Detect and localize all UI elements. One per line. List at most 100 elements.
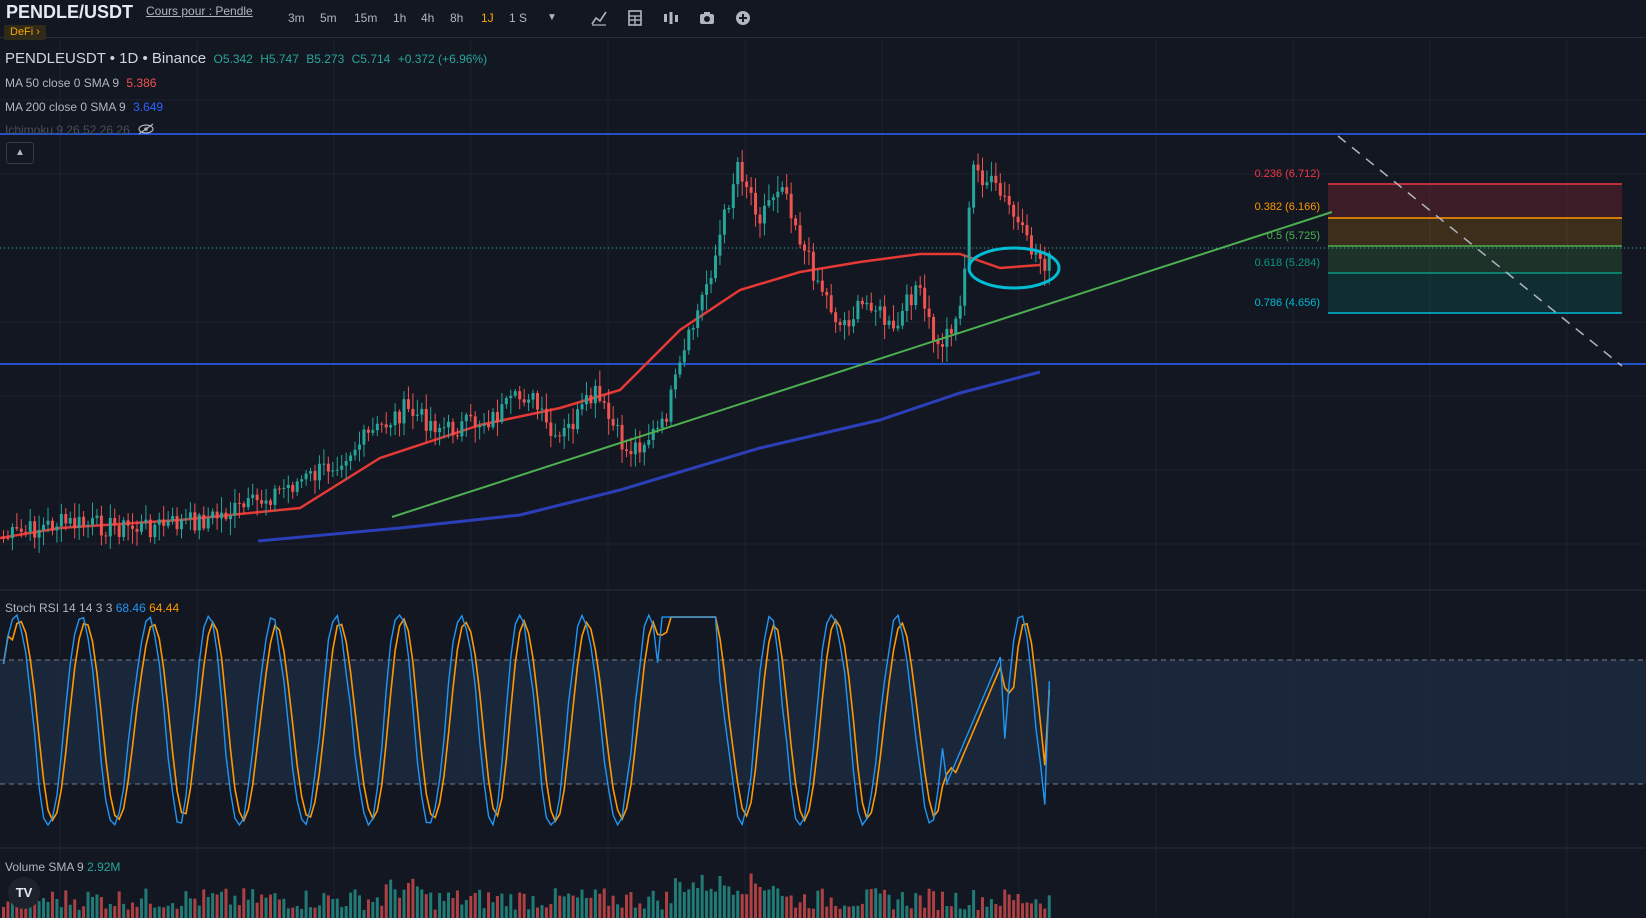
volume-bar [611,895,615,918]
volume-legend[interactable]: Volume SMA 9 2.92M [5,860,120,874]
plus-circle-icon[interactable] [734,9,752,27]
volume-bar [335,898,339,918]
category-badge[interactable]: DeFi › [4,25,46,40]
chevron-down-icon[interactable]: ▼ [547,12,557,23]
candle [589,395,593,404]
candle [402,399,406,424]
volume-bar [727,886,731,918]
candle [923,287,927,309]
fib-label: 0.236 (6.712) [1254,168,1320,180]
indicators-icon[interactable] [590,9,608,27]
stoch-d-line [2,616,1051,823]
timeframe-1h[interactable]: 1h [393,11,407,25]
volume-bar [825,906,829,918]
fib-zone [1328,246,1622,273]
candle [144,519,148,523]
volume-bar [429,892,433,918]
tradingview-logo-icon[interactable]: TV [8,877,40,909]
volume-bar [981,897,984,918]
volume-bar [322,893,326,918]
timeframe-8h[interactable]: 8h [450,11,464,25]
candle [335,469,339,471]
candle [749,187,753,193]
volume-bar [878,893,882,918]
volume-bar [1043,908,1047,918]
volume-bar [424,894,428,918]
volume-bar [380,905,384,918]
candle [304,473,308,480]
ma200-legend[interactable]: MA 200 close 0 SMA 9 3.649 [5,100,167,114]
candle [6,537,10,539]
symbol-title[interactable]: PENDLE/USDT [6,2,134,22]
volume-bar [1025,902,1029,918]
legend-high: H5.747 [260,52,299,66]
candle [540,408,544,410]
candle [794,218,798,226]
candle [785,187,789,194]
candle [762,205,766,224]
candle [811,251,815,281]
candle [19,528,23,532]
volume-bars [2,873,1051,918]
timeframe-4h[interactable]: 4h [421,11,435,25]
volume-bar [892,909,895,918]
candle [300,479,304,482]
stoch-legend[interactable]: Stoch RSI 14 14 3 3 68.46 64.44 [5,601,179,615]
candle [989,175,993,183]
eye-off-icon[interactable] [137,123,155,138]
timeframe-1s[interactable]: 1 S [509,11,528,25]
volume-bar [958,908,962,918]
volume-bar [451,897,455,918]
candle [393,411,397,426]
candle [981,170,984,186]
volume-bar [358,895,361,918]
candle [544,408,548,423]
replay-icon[interactable] [662,9,680,27]
chart-grid [0,40,1646,918]
volume-bar [803,894,806,918]
ichimoku-label: Ichimoku 9 26 52 26 26 [5,123,130,137]
candle [500,404,504,423]
candle [398,411,402,424]
volume-bar [233,895,237,918]
volume-bar [638,903,642,918]
volume-bar [55,898,59,918]
source-link[interactable]: Cours pour : Pendle [146,4,253,18]
ichimoku-legend[interactable]: Ichimoku 9 26 52 26 26 [5,123,159,138]
candle [202,514,206,529]
candle [344,461,348,466]
volume-bar [527,909,531,918]
volume-bar [998,905,1002,918]
top-toolbar: PENDLE/USDT Cours pour : Pendle 3m 5m 15… [0,0,1646,38]
candle [527,399,531,403]
candle [317,463,321,481]
ma200-label: MA 200 close 0 SMA 9 [5,100,126,114]
timeframe-15m[interactable]: 15m [354,11,378,25]
volume-bar [625,894,628,918]
volume-bar [95,894,99,918]
candle [504,398,508,405]
timeframe-1j[interactable]: 1J [481,11,494,25]
candle [963,268,967,306]
templates-icon[interactable] [626,9,644,27]
camera-icon[interactable] [698,9,716,27]
volume-bar [785,896,789,918]
volume-bar [157,906,161,918]
timeframe-3m[interactable]: 3m [288,11,305,25]
volume-bar [180,905,183,918]
chevron-up-icon[interactable]: ▲ [6,142,34,164]
volume-bar [869,888,873,918]
candle [580,404,584,410]
ma50-legend[interactable]: MA 50 close 0 SMA 9 5.386 [5,76,160,90]
candle [625,449,628,451]
candle [838,322,842,326]
volume-bar [500,893,504,918]
timeframe-5m[interactable]: 5m [320,11,337,25]
volume-bar [1021,903,1025,918]
volume-bar [447,892,450,918]
volume-bar [780,895,784,918]
candle [424,408,428,431]
volume-bar [46,901,50,918]
candle [99,515,103,536]
